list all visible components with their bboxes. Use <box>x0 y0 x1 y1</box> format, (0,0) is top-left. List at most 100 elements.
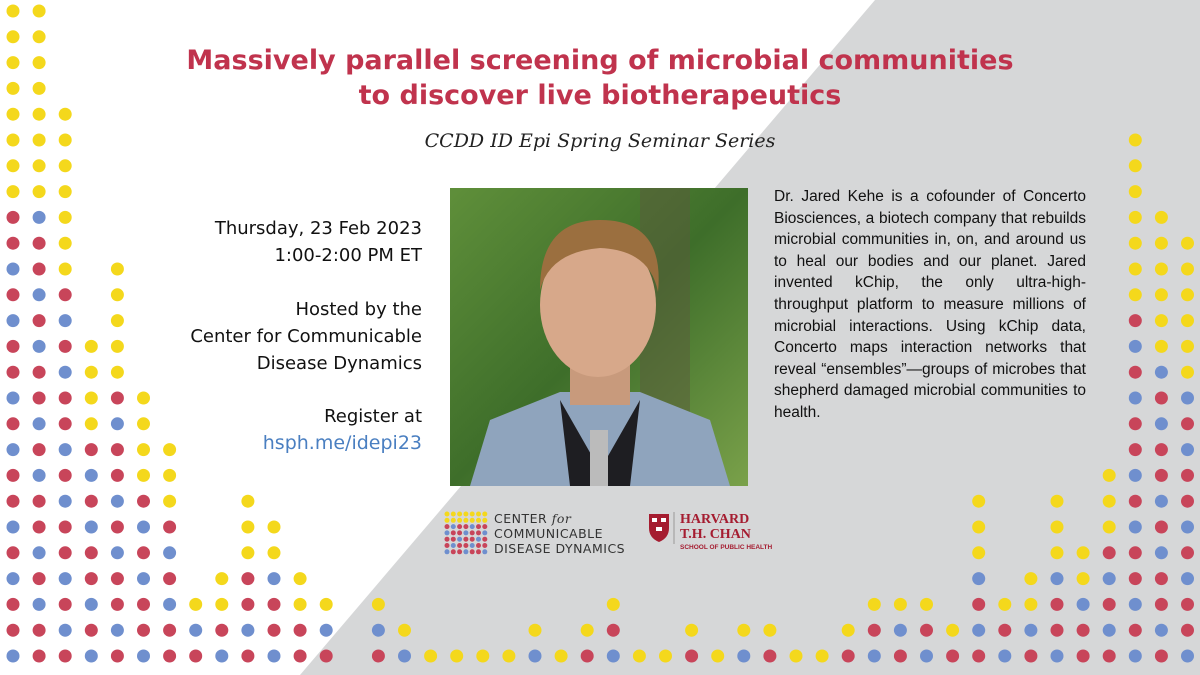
dot <box>469 517 475 523</box>
dot <box>469 549 475 555</box>
portrait-photo <box>450 188 748 486</box>
dot <box>1154 391 1168 405</box>
dot <box>1102 546 1116 560</box>
dot <box>293 623 307 637</box>
dot <box>163 572 177 586</box>
dot <box>998 597 1012 611</box>
dot <box>110 443 124 457</box>
dot <box>1076 623 1090 637</box>
dot <box>469 524 475 530</box>
dot <box>241 572 255 586</box>
dot <box>482 536 488 542</box>
dot <box>1154 339 1168 353</box>
host-line: Center for Communicable <box>190 326 422 347</box>
dot <box>972 520 986 534</box>
dot <box>6 185 20 199</box>
dot <box>867 597 881 611</box>
dot <box>1154 572 1168 586</box>
dot <box>972 623 986 637</box>
dot <box>6 133 20 147</box>
dot <box>1154 443 1168 457</box>
dot <box>469 543 475 548</box>
dot <box>463 511 469 517</box>
dot <box>476 524 481 530</box>
dot <box>1154 417 1168 431</box>
dot <box>137 494 150 508</box>
dot <box>110 597 124 611</box>
dot <box>1128 365 1142 379</box>
dot <box>6 288 20 302</box>
dot <box>476 536 481 542</box>
dot <box>711 649 725 663</box>
dot <box>841 623 855 637</box>
dot <box>137 443 150 457</box>
dot <box>1181 649 1194 663</box>
dot <box>58 468 72 482</box>
dot <box>58 649 72 663</box>
dot <box>972 494 986 508</box>
dot <box>1154 649 1168 663</box>
dot <box>1181 494 1194 508</box>
dot <box>685 649 699 663</box>
dot <box>1154 597 1168 611</box>
dot <box>84 572 98 586</box>
dot <box>463 543 469 548</box>
dot <box>6 81 20 95</box>
dot <box>737 623 751 637</box>
title-line: Massively parallel screening of microbia… <box>186 45 1014 76</box>
dot <box>946 623 960 637</box>
dot <box>163 468 177 482</box>
dot <box>1181 623 1194 637</box>
dot <box>867 623 881 637</box>
dot <box>110 288 124 302</box>
dot <box>137 623 150 637</box>
dot <box>6 520 20 534</box>
dot <box>267 520 281 534</box>
dot <box>1102 597 1116 611</box>
dot <box>6 649 20 663</box>
dot <box>482 511 488 517</box>
register-link[interactable]: hsph.me/idepi23 <box>262 432 422 454</box>
dot <box>84 365 98 379</box>
dot <box>163 623 177 637</box>
dot <box>319 623 333 637</box>
dot <box>1024 572 1038 586</box>
dot <box>1128 468 1142 482</box>
dot <box>58 597 72 611</box>
dot <box>6 159 20 173</box>
dot <box>32 623 46 637</box>
dot <box>110 572 124 586</box>
dot <box>457 530 463 536</box>
event-date: Thursday, 23 Feb 2023 <box>214 218 422 239</box>
dot <box>1050 494 1064 508</box>
dot <box>1181 339 1194 353</box>
dot <box>32 572 46 586</box>
ccdd-logo-text: CENTER for <box>494 511 571 526</box>
dot <box>1076 572 1090 586</box>
dot <box>215 649 229 663</box>
ccdd-logo-mark <box>444 511 488 555</box>
dot <box>6 210 20 224</box>
dot <box>1050 572 1064 586</box>
dot <box>6 314 20 328</box>
dot <box>137 391 150 405</box>
dot <box>110 649 124 663</box>
dot <box>1181 236 1194 250</box>
dot <box>32 468 46 482</box>
dot <box>606 649 620 663</box>
dot <box>58 572 72 586</box>
dot <box>32 494 46 508</box>
dot <box>1181 546 1194 560</box>
dot <box>6 597 20 611</box>
dot <box>1154 210 1168 224</box>
harvard-school: SCHOOL OF PUBLIC HEALTH <box>680 544 773 551</box>
dot <box>867 649 881 663</box>
ccdd-word: DISEASE DYNAMICS <box>494 541 626 556</box>
dot <box>110 494 124 508</box>
dot <box>1154 365 1168 379</box>
dot <box>580 649 594 663</box>
dot <box>457 524 463 530</box>
dot <box>815 649 829 663</box>
dot <box>84 597 98 611</box>
dot <box>110 314 124 328</box>
